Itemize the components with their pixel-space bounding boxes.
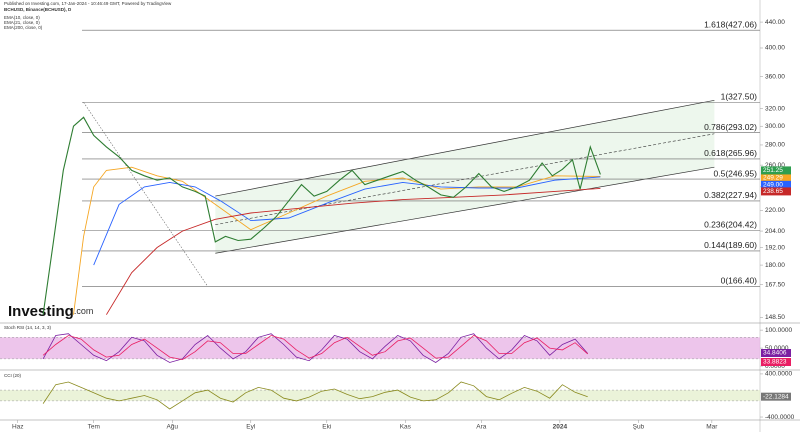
- x-tick-label: Şub: [633, 424, 645, 431]
- last-value-bg: [761, 173, 791, 182]
- last-value: 249.29: [763, 174, 783, 181]
- fib-label: 0.382(227.94): [704, 190, 757, 200]
- last-value-bg: [761, 349, 791, 357]
- legend-entry: EMA(10, close, 0): [4, 15, 40, 20]
- y-tick-label: 220.00: [765, 207, 785, 214]
- last-price-bg: [761, 166, 791, 175]
- y-tick-label: 440.00: [765, 19, 785, 26]
- last-value: 34.8406: [763, 350, 787, 357]
- ema-line: [93, 176, 601, 266]
- last-value-bg: [761, 392, 791, 401]
- symbol-title: BCHUSD, Binance(BCHUSD), D: [4, 7, 72, 12]
- x-tick-label: Kas: [400, 424, 412, 431]
- fib-label: 1(327.50): [721, 92, 758, 102]
- y-tick-label: 360.00: [765, 73, 785, 80]
- y-tick-label: 167.50: [765, 281, 785, 288]
- y-tick-label: 300.00: [765, 123, 785, 130]
- fib-label: 0.618(265.96): [704, 148, 757, 158]
- y-tick-label: 320.00: [765, 105, 785, 112]
- indicator-line: [42, 381, 588, 410]
- fib-label: 1.618(427.06): [704, 19, 757, 29]
- y-tick-label: 50.0000: [765, 345, 789, 352]
- y-tick-label: 192.00: [765, 244, 785, 251]
- x-tick-label: Tem: [88, 424, 100, 431]
- last-value: 33.8823: [763, 359, 787, 366]
- fib-label: 0.236(204.42): [704, 220, 757, 230]
- channel-fill: [215, 100, 715, 254]
- last-value-bg: [761, 187, 791, 196]
- y-tick-label: 280.00: [765, 142, 785, 149]
- y-tick-label: 100.0000: [765, 327, 792, 334]
- indicator-line: [42, 333, 589, 363]
- panel-title: CCI (20): [4, 373, 22, 378]
- x-tick-label: Ara: [476, 424, 487, 431]
- ema-line: [106, 187, 601, 315]
- published-note: Published on Investing.com, 17-Jan-2024 …: [4, 1, 172, 6]
- y-tick-label: 400.0000: [765, 371, 792, 378]
- channel-upper: [215, 99, 715, 197]
- logo: Investing.com: [8, 303, 93, 320]
- y-tick-label: -400.0000: [765, 414, 795, 421]
- last-value: 238.65: [763, 188, 783, 195]
- band: [0, 337, 760, 359]
- legend-entry: EMA(21, close, 0): [4, 20, 40, 25]
- fib-label: 0(166.40): [721, 276, 758, 286]
- x-tick-label: Eki: [322, 424, 331, 431]
- band: [0, 390, 760, 401]
- y-tick-label: 400.00: [765, 45, 785, 52]
- x-tick-label: Haz: [12, 424, 24, 431]
- ema-line: [73, 166, 601, 315]
- y-tick-label: 148.50: [765, 314, 785, 321]
- last-value-bg: [761, 358, 791, 366]
- trend-line: [83, 102, 208, 287]
- last-value: 249.00: [763, 182, 783, 189]
- price-line: [42, 116, 601, 315]
- fib-label: 0.144(189.60): [704, 240, 757, 250]
- y-tick-label: 204.00: [765, 228, 785, 235]
- last-price: 251.25: [763, 167, 783, 174]
- x-tick-label: Ağu: [166, 424, 178, 431]
- indicator-line: [42, 335, 588, 361]
- legend-entry: EMA(200, close, 0): [4, 25, 43, 30]
- channel-lower: [215, 166, 715, 254]
- fib-label: 0.5(246.95): [714, 168, 758, 178]
- x-tick-label: Eyl: [246, 424, 256, 431]
- x-tick-label: 2024: [553, 424, 568, 431]
- y-tick-label: 0.0000: [765, 363, 785, 370]
- channel-mid: [215, 133, 715, 225]
- x-tick-label: Mar: [706, 424, 718, 431]
- last-value: -22.1284: [763, 393, 789, 400]
- panel-title: Stoch RSI (14, 14, 3, 3): [4, 325, 52, 330]
- y-tick-label: 180.00: [765, 262, 785, 269]
- last-value-bg: [761, 180, 791, 189]
- fib-label: 0.786(293.02): [704, 122, 757, 132]
- y-tick-label: 260.00: [765, 162, 785, 169]
